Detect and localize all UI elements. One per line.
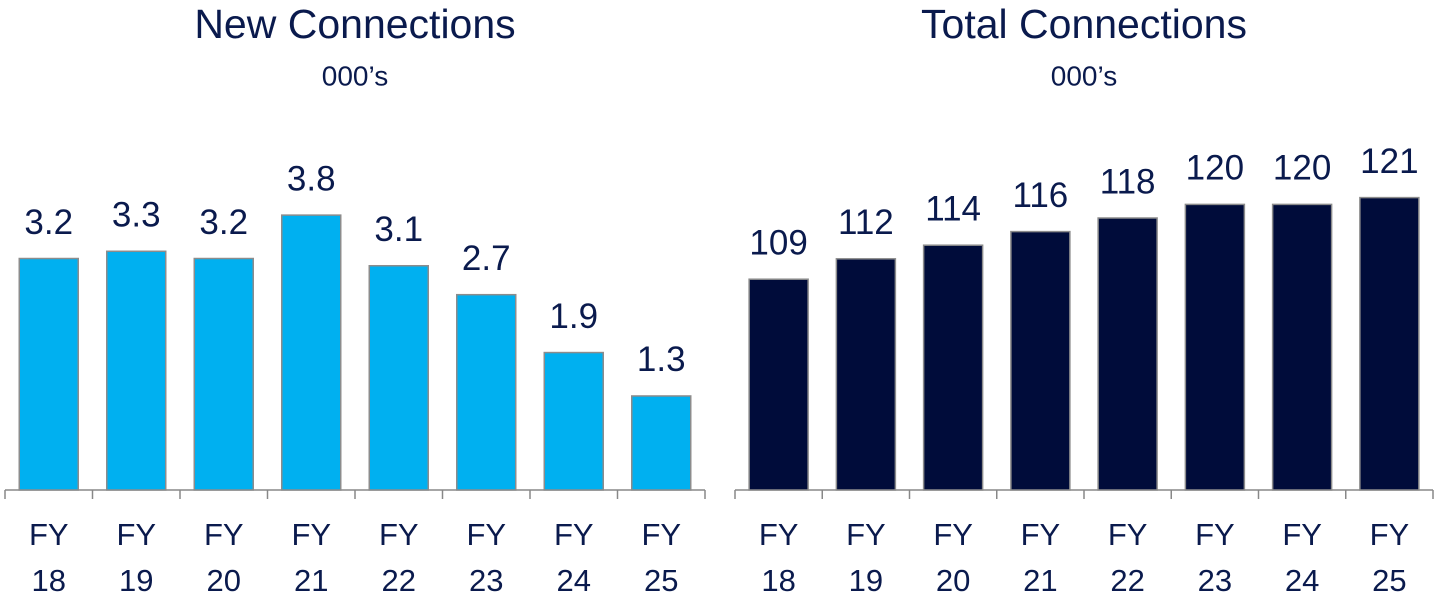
chart-subtitle: 000’s: [1051, 60, 1117, 91]
value-label: 120: [1273, 149, 1331, 188]
bar: [368, 264, 429, 491]
x-tick-label: FY 23: [466, 517, 507, 598]
bar: [1097, 217, 1158, 491]
x-tick-label: FY 20: [203, 517, 244, 598]
bar: [456, 293, 517, 491]
bar: [543, 351, 604, 491]
chart-subtitle: 000’s: [322, 60, 388, 91]
x-tick-label: FY 18: [28, 517, 69, 598]
x-tick-label: FY 19: [116, 517, 157, 598]
bar: [193, 257, 254, 491]
bar: [922, 244, 984, 491]
x-tick-label: FY 22: [378, 517, 419, 598]
value-label: 3.1: [374, 210, 423, 249]
bar: [281, 214, 342, 491]
bar: [631, 395, 692, 491]
bar: [1184, 203, 1246, 491]
value-label: 1.9: [549, 297, 598, 336]
value-label: 120: [1186, 149, 1244, 188]
value-label: 3.3: [112, 196, 161, 235]
value-label: 1.3: [637, 340, 686, 379]
x-tick-label: FY 23: [1195, 517, 1235, 598]
bar: [835, 258, 897, 491]
value-label: 118: [1100, 162, 1156, 201]
value-label: 109: [749, 223, 807, 262]
chart-title: Total Connections: [921, 1, 1247, 47]
x-tick-label: FY 18: [758, 517, 799, 598]
value-label: 3.8: [287, 159, 336, 198]
x-tick-label: FY 24: [1282, 517, 1322, 598]
x-tick-label: FY 21: [1020, 517, 1061, 598]
value-label: 121: [1360, 142, 1418, 181]
chart-title: New Connections: [194, 1, 515, 47]
x-tick-label: FY 19: [846, 517, 886, 598]
value-label: 112: [838, 203, 894, 242]
bar: [1010, 230, 1071, 491]
value-label: 114: [925, 189, 981, 228]
value-label: 116: [1012, 176, 1068, 215]
x-tick-label: FY 25: [1369, 517, 1410, 598]
value-label: 2.7: [462, 239, 511, 278]
bar: [748, 278, 809, 491]
value-label: 3.2: [24, 203, 73, 242]
bar: [18, 257, 79, 491]
value-label: 3.2: [199, 203, 248, 242]
x-tick-label: FY 21: [291, 517, 332, 598]
x-tick-label: FY 24: [553, 517, 594, 598]
x-tick-label: FY 22: [1107, 517, 1148, 598]
x-tick-label: FY 20: [933, 517, 973, 598]
bar: [1271, 203, 1333, 491]
bar: [106, 250, 167, 491]
bar: [1359, 196, 1420, 491]
x-tick-label: FY 25: [641, 517, 682, 598]
